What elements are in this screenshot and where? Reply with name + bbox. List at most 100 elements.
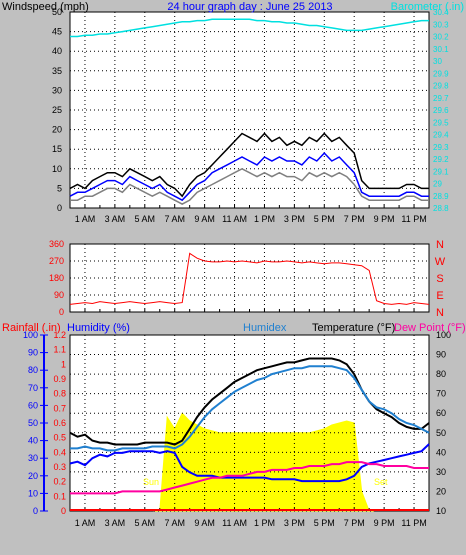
rainfall-tick-label: 0.8 bbox=[53, 389, 66, 399]
x-tick-label: 9 PM bbox=[374, 518, 395, 528]
wind-series-line bbox=[69, 132, 429, 198]
wind-grid bbox=[69, 11, 430, 209]
x-tick-label: 1 PM bbox=[254, 214, 275, 224]
rainfall-tick-label: 0.4 bbox=[53, 447, 66, 457]
barometer-tick-label: 30.2 bbox=[433, 33, 449, 42]
barometer-tick-label: 29.8 bbox=[433, 82, 449, 91]
x-tick-label: 11 PM bbox=[401, 214, 426, 224]
x-tick-label: 7 PM bbox=[344, 518, 365, 528]
windspeed-tick-label: 5 bbox=[57, 183, 62, 193]
climate-tick-labels: 0 10 20 30 40 50 60 70 80 90 100 0 0.1 0.2 0.3 0.4 0.5 0.… bbox=[23, 330, 451, 528]
humidity-tick-label: 30 bbox=[28, 453, 38, 463]
climate-series bbox=[69, 357, 430, 511]
wind-series bbox=[69, 18, 429, 205]
climate-panel: 0 10 20 30 40 50 60 70 80 90 100 0 0.1 0.2 0.3 0.4 0.5 0.… bbox=[2, 322, 466, 528]
temperature-tick-label: 10 bbox=[436, 506, 446, 516]
x-tick-label: 7 PM bbox=[344, 214, 365, 224]
barometer-tick-label: 28.9 bbox=[433, 192, 449, 201]
compass-tick-label: W bbox=[435, 256, 446, 268]
chart-title: 24 hour graph day : June 25 2013 bbox=[167, 1, 332, 13]
windspeed-tick-label: 0 bbox=[57, 203, 62, 213]
direction-degree-label: 360 bbox=[49, 239, 64, 249]
barometer-tick-label: 30.1 bbox=[433, 45, 449, 54]
x-tick-label: 7 AM bbox=[164, 518, 185, 528]
barometer-tick-label: 29.9 bbox=[433, 69, 449, 78]
temperature-tick-label: 80 bbox=[436, 369, 446, 379]
humidity-tick-label: 90 bbox=[28, 348, 38, 358]
wind-plot-area bbox=[69, 11, 430, 209]
humidity-tick-label: 100 bbox=[23, 330, 38, 340]
humidex-label: Humidex bbox=[243, 322, 287, 334]
compass-tick-label: E bbox=[436, 290, 443, 302]
temperature-tick-label: 100 bbox=[436, 330, 451, 340]
windspeed-tick-label: 30 bbox=[52, 85, 62, 95]
wind-series-line bbox=[70, 18, 429, 38]
barometer-tick-label: 29.3 bbox=[433, 143, 449, 152]
rainfall-tick-label: 0.7 bbox=[53, 403, 66, 413]
temperature-axis-label: Temperature (°F) bbox=[312, 322, 395, 334]
barometer-tick-label: 29.4 bbox=[433, 131, 449, 140]
rainfall-tick-label: 0 bbox=[61, 506, 66, 516]
windspeed-tick-label: 10 bbox=[52, 164, 62, 174]
compass-tick-label: S bbox=[436, 273, 443, 285]
x-tick-label: 1 AM bbox=[75, 518, 96, 528]
rainfall-tick-label: 0.2 bbox=[53, 477, 66, 487]
humidity-tick-label: 50 bbox=[28, 418, 38, 428]
barometer-tick-label: 29 bbox=[433, 180, 442, 189]
humidity-tick-label: 0 bbox=[33, 506, 38, 516]
x-tick-label: 5 AM bbox=[135, 518, 156, 528]
rainfall-tick-label: 1.1 bbox=[53, 345, 66, 355]
direction-degree-label: 270 bbox=[49, 256, 64, 266]
solar-radiation-area bbox=[153, 412, 374, 512]
rainfall-tick-label: 0.6 bbox=[53, 418, 66, 428]
x-tick-label: 3 PM bbox=[284, 518, 305, 528]
direction-degree-label: 90 bbox=[54, 290, 64, 300]
dewpoint-axis-label: Dew Point (°F) bbox=[394, 322, 466, 334]
barometer-axis-label: Barometer (.in) bbox=[391, 1, 464, 13]
x-tick-label: 3 AM bbox=[105, 518, 126, 528]
temperature-tick-label: 90 bbox=[436, 350, 446, 360]
temperature-tick-label: 70 bbox=[436, 389, 446, 399]
windspeed-tick-label: 45 bbox=[52, 27, 62, 37]
barometer-tick-label: 30.3 bbox=[433, 20, 449, 29]
wind-panel: 0 5 10 15 20 25 30 35 40 45 50 28.8 28.9 29 29.1 29.2 29… bbox=[2, 1, 464, 224]
humidity-tick-label: 70 bbox=[28, 383, 38, 393]
rainfall-tick-label: 1 bbox=[61, 359, 66, 369]
sunset-annotation: Set bbox=[374, 477, 388, 487]
solar-area bbox=[153, 412, 374, 512]
x-tick-label: 7 AM bbox=[164, 214, 185, 224]
rainfall-axis-label: Rainfall (.in) bbox=[2, 322, 61, 334]
wind-tick-labels: 0 5 10 15 20 25 30 35 40 45 50 28.8 28.9 29 29.1 29.2 29… bbox=[52, 7, 449, 224]
barometer-tick-label: 28.8 bbox=[433, 204, 449, 213]
humidity-tick-label: 10 bbox=[28, 488, 38, 498]
climate-series-line bbox=[70, 461, 429, 495]
climate-grid bbox=[69, 334, 430, 512]
x-tick-label: 9 AM bbox=[194, 214, 215, 224]
barometer-tick-label: 30 bbox=[433, 57, 442, 66]
x-tick-label: 9 AM bbox=[194, 518, 215, 528]
x-tick-label: 3 AM bbox=[105, 214, 126, 224]
humidity-tick-label: 20 bbox=[28, 471, 38, 481]
barometer-tick-label: 29.1 bbox=[433, 167, 449, 176]
humidity-tick-label: 40 bbox=[28, 436, 38, 446]
compass-tick-label: N bbox=[436, 239, 444, 251]
climate-series-line bbox=[70, 365, 430, 452]
direction-series bbox=[69, 252, 430, 305]
wind-series-line bbox=[69, 152, 429, 202]
direction-degree-label: 0 bbox=[59, 307, 64, 317]
rainfall-tick-label: 0.1 bbox=[53, 491, 66, 501]
barometer-tick-label: 29.6 bbox=[433, 106, 449, 115]
windspeed-tick-label: 50 bbox=[52, 7, 62, 17]
rainfall-tick-label: 0.9 bbox=[53, 374, 66, 384]
direction-degree-label: 180 bbox=[49, 273, 64, 283]
x-tick-label: 9 PM bbox=[374, 214, 395, 224]
barometer-tick-label: 29.2 bbox=[433, 155, 449, 164]
temperature-tick-label: 30 bbox=[436, 467, 446, 477]
direction-grid bbox=[69, 243, 430, 313]
x-tick-label: 3 PM bbox=[284, 214, 305, 224]
humidity-axis-label: Humidity (%) bbox=[67, 322, 130, 334]
wind-series-line bbox=[70, 167, 429, 205]
